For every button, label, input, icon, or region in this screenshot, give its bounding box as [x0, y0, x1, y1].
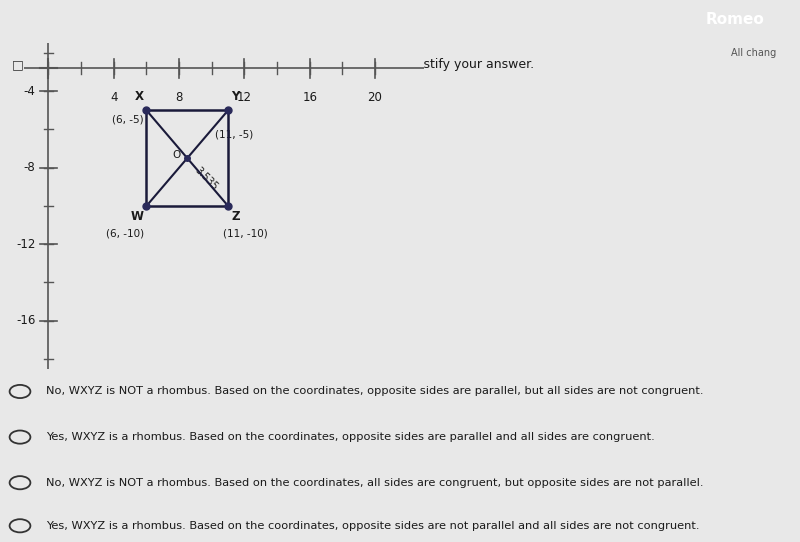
Text: -16: -16 — [16, 314, 35, 327]
Text: -12: -12 — [16, 238, 35, 251]
Text: 20: 20 — [367, 91, 382, 104]
Text: All chang: All chang — [730, 48, 776, 58]
Text: 1. Is this figure defined by points W, X, Y, and Z a rhombus? Justify your answe: 1. Is this figure defined by points W, X… — [32, 58, 534, 71]
Text: Yes, WXYZ is a rhombus. Based on the coordinates, opposite sides are parallel an: Yes, WXYZ is a rhombus. Based on the coo… — [46, 432, 655, 442]
Text: W: W — [131, 210, 144, 223]
Text: (11, -5): (11, -5) — [215, 130, 254, 139]
Text: Z: Z — [231, 210, 240, 223]
Text: No, WXYZ is NOT a rhombus. Based on the coordinates, all sides are congruent, bu: No, WXYZ is NOT a rhombus. Based on the … — [46, 478, 704, 488]
Text: 4: 4 — [110, 91, 118, 104]
Text: 8: 8 — [175, 91, 182, 104]
Text: X: X — [135, 89, 144, 102]
Text: Romeo: Romeo — [706, 12, 764, 27]
Text: (6, -5): (6, -5) — [112, 114, 144, 124]
Text: (6, -10): (6, -10) — [106, 229, 144, 239]
Text: -8: -8 — [24, 161, 35, 174]
Text: 16: 16 — [302, 91, 318, 104]
Text: 3.535: 3.535 — [193, 166, 220, 192]
Text: (11, -10): (11, -10) — [223, 229, 268, 239]
Text: Yes, WXYZ is a rhombus. Based on the coordinates, opposite sides are not paralle: Yes, WXYZ is a rhombus. Based on the coo… — [46, 521, 700, 531]
Text: □: □ — [12, 58, 24, 71]
Text: O: O — [173, 150, 181, 160]
Text: Y: Y — [231, 89, 240, 102]
Text: No, WXYZ is NOT a rhombus. Based on the coordinates, opposite sides are parallel: No, WXYZ is NOT a rhombus. Based on the … — [46, 386, 704, 397]
Text: 12: 12 — [237, 91, 252, 104]
Text: -4: -4 — [23, 85, 35, 98]
